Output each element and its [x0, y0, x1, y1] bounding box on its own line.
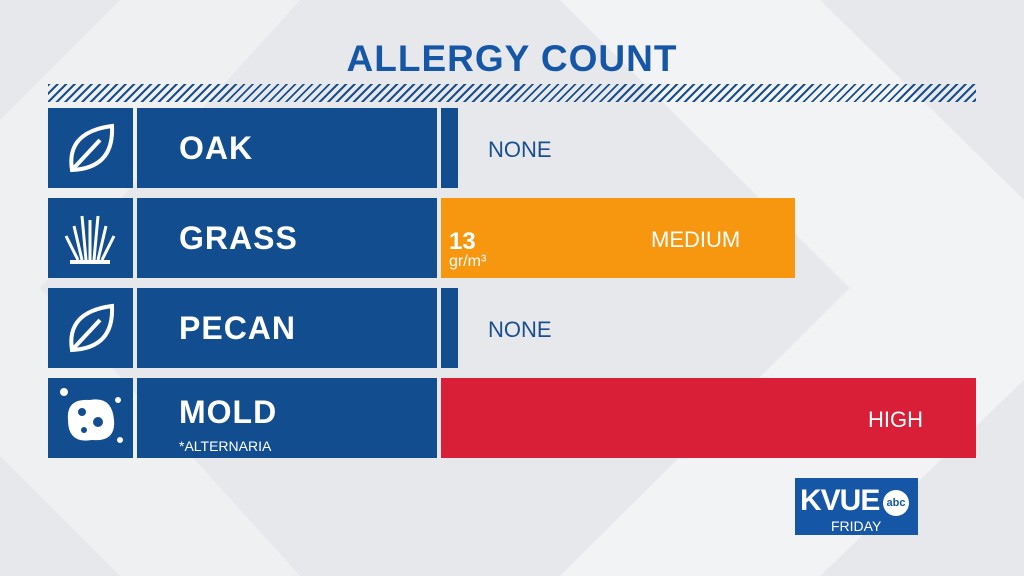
level-bar: 13 gr/m³ MEDIUM: [441, 198, 795, 278]
count: 13: [449, 228, 476, 255]
name-box: GRASS: [137, 198, 437, 278]
level-label: NONE: [488, 317, 552, 342]
mold-icon: [48, 378, 133, 458]
title: ALLERGY COUNT: [346, 38, 678, 79]
day: FRIDAY: [831, 518, 882, 534]
allergen-name: GRASS: [179, 220, 298, 256]
station-name: KVUE: [800, 484, 880, 517]
name-box: MOLD *ALTERNARIA: [137, 378, 437, 458]
level-label: MEDIUM: [651, 227, 741, 252]
level-bar: NONE: [441, 288, 552, 368]
level-label: NONE: [488, 137, 552, 162]
name-box: PECAN: [137, 288, 437, 368]
allergen-name: OAK: [179, 130, 254, 166]
network-logo: abc: [883, 490, 909, 516]
level-label: HIGH: [868, 407, 923, 432]
divider: [48, 84, 976, 102]
allergen-name: MOLD: [179, 394, 278, 430]
leaf-icon: [48, 288, 133, 368]
unit: gr/m³: [449, 253, 487, 270]
allergen-name: PECAN: [179, 310, 297, 346]
level-bar: NONE: [441, 108, 552, 188]
station-logo: KVUE abc FRIDAY: [795, 478, 918, 535]
name-box: OAK: [137, 108, 437, 188]
level-bar: HIGH: [441, 378, 976, 458]
allergen-note: *ALTERNARIA: [179, 438, 272, 454]
grass-icon: [48, 198, 133, 278]
leaf-icon: [48, 108, 133, 188]
